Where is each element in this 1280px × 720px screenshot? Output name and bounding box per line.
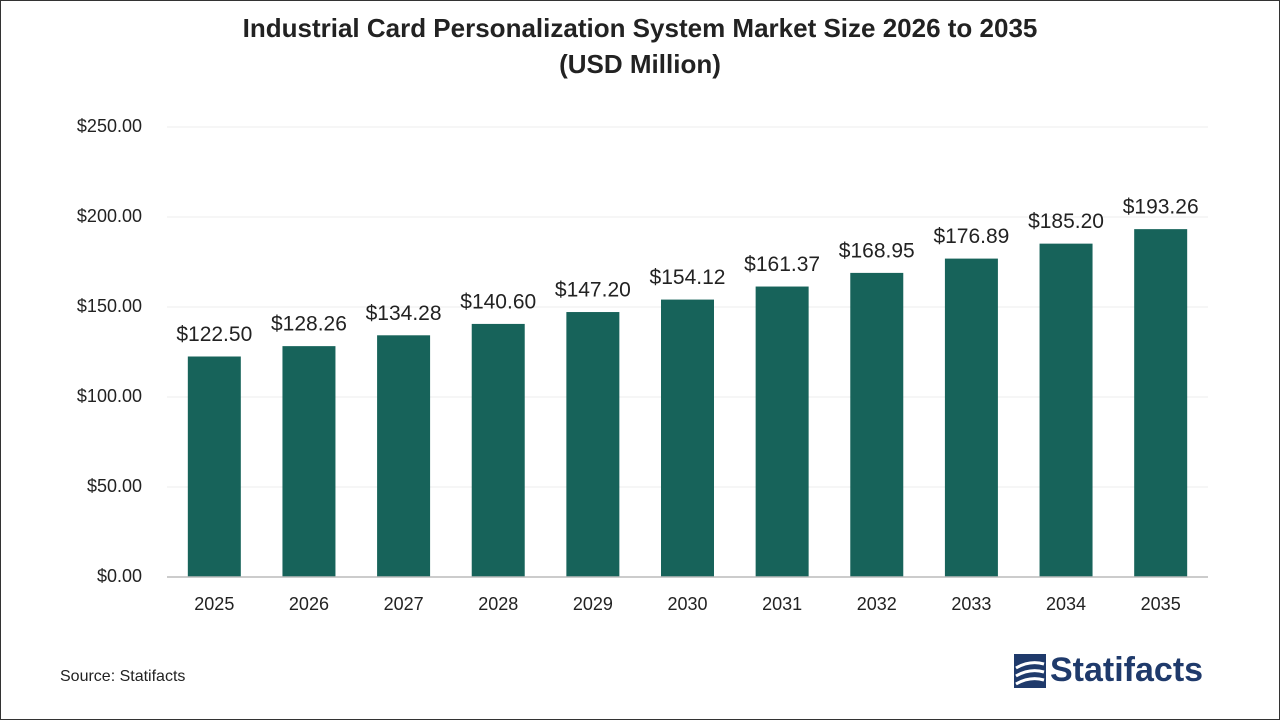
value-label: $128.26 <box>271 313 347 336</box>
x-tick-label: 2034 <box>1046 594 1086 614</box>
x-tick-label: 2031 <box>762 594 802 614</box>
y-tick-label: $100.00 <box>77 386 142 406</box>
x-tick-label: 2030 <box>667 594 707 614</box>
x-tick-label: 2028 <box>478 594 518 614</box>
bar <box>187 356 241 577</box>
source-note: Source: Statifacts <box>60 668 185 685</box>
value-label: $168.95 <box>839 239 915 262</box>
value-label: $176.89 <box>933 225 1009 248</box>
bar <box>282 346 336 577</box>
bar <box>1134 229 1188 577</box>
value-label: $154.12 <box>650 266 726 289</box>
bar <box>566 312 620 577</box>
y-tick-label: $250.00 <box>77 116 142 136</box>
x-tick-label: 2027 <box>384 594 424 614</box>
x-tick-label: 2033 <box>951 594 991 614</box>
bar <box>377 335 431 577</box>
bar <box>471 323 525 577</box>
logo: Statifacts <box>1014 651 1203 689</box>
y-tick-label: $50.00 <box>87 476 142 496</box>
y-tick-label: $200.00 <box>77 206 142 226</box>
bar <box>1039 243 1093 577</box>
value-label: $147.20 <box>555 279 631 302</box>
logo-icon-stripes <box>1015 661 1045 686</box>
bar <box>755 286 809 577</box>
value-label: $185.20 <box>1028 210 1104 233</box>
value-label: $140.60 <box>460 290 536 313</box>
x-tick-label: 2026 <box>289 594 329 614</box>
bar <box>661 299 714 577</box>
x-tick-label: 2032 <box>857 594 897 614</box>
x-tick-label: 2029 <box>573 594 613 614</box>
x-tick-label: 2035 <box>1141 594 1181 614</box>
y-tick-label: $0.00 <box>97 566 142 586</box>
y-tick-label: $150.00 <box>77 296 142 316</box>
x-tick-label: 2025 <box>194 594 234 614</box>
value-label: $134.28 <box>366 302 442 325</box>
value-label: $122.50 <box>176 323 252 346</box>
chart-title: (USD Million) <box>559 49 721 79</box>
value-label: $193.26 <box>1123 196 1199 219</box>
bar <box>944 258 998 577</box>
value-label: $161.37 <box>744 253 820 276</box>
bar <box>850 272 904 577</box>
chart-title: Industrial Card Personalization System M… <box>243 13 1038 43</box>
logo-text: Statifacts <box>1050 651 1203 689</box>
